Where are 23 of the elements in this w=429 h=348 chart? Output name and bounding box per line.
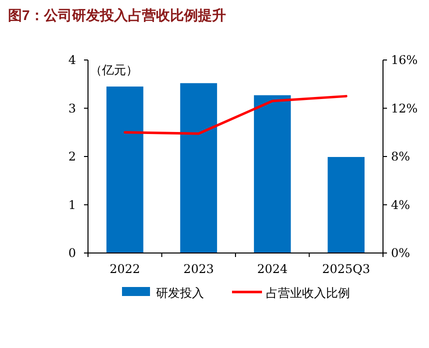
x-tick-label: 2023 xyxy=(183,262,214,276)
bar xyxy=(328,156,365,253)
chart-title: 图7：公司研发投入占营收比例提升 xyxy=(8,7,226,23)
y2-tick-label: 4% xyxy=(391,198,410,212)
bar xyxy=(180,83,218,253)
y-tick-label: 0 xyxy=(68,246,76,260)
x-tick-label: 2024 xyxy=(257,262,288,276)
y-tick-label: 4 xyxy=(68,53,76,67)
bar xyxy=(254,95,291,253)
y2-tick-label: 12% xyxy=(391,101,418,116)
legend-label: 占营业收入比例 xyxy=(266,286,350,300)
y-tick-label: 1 xyxy=(68,198,76,212)
bar xyxy=(106,86,144,253)
legend-label: 研发投入 xyxy=(156,286,204,300)
x-tick-label: 2025Q3 xyxy=(322,262,370,276)
y-axis-title: （亿元） xyxy=(90,63,138,77)
line-series xyxy=(124,94,348,135)
y2-tick-label: 16% xyxy=(391,53,418,67)
y2-tick-label: 8% xyxy=(391,150,410,164)
y2-tick-label: 0% xyxy=(391,246,410,260)
y-tick-label: 3 xyxy=(68,101,76,116)
y-tick-label: 2 xyxy=(68,150,76,164)
x-tick-label: 2022 xyxy=(110,262,140,276)
